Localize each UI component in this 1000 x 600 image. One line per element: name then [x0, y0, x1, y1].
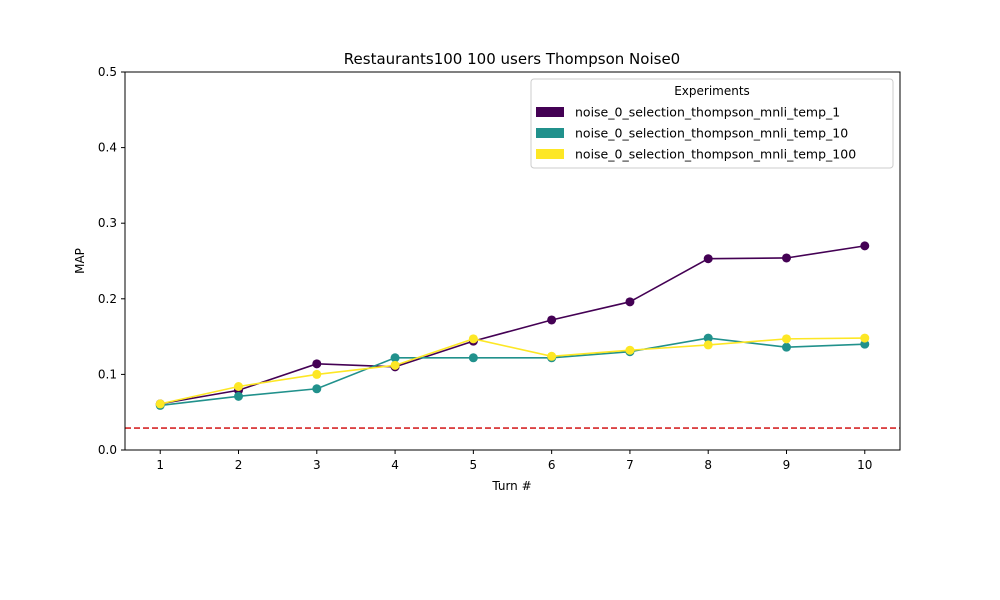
data-point — [703, 333, 713, 343]
x-axis-label: Turn # — [491, 479, 531, 493]
data-point — [781, 334, 791, 344]
data-point — [781, 253, 791, 263]
y-axis-label: MAP — [73, 248, 87, 274]
data-point — [312, 369, 322, 379]
legend: Experiments noise_0_selection_thompson_m… — [530, 78, 894, 169]
data-point — [860, 241, 870, 251]
legend-entry-label: noise_0_selection_thompson_mnli_temp_100 — [575, 147, 856, 162]
series-layer — [155, 241, 870, 410]
y-tick-label: 0.4 — [98, 141, 117, 155]
legend-entry-label: noise_0_selection_thompson_mnli_temp_1 — [575, 105, 840, 120]
data-point — [312, 359, 322, 369]
data-point — [390, 353, 400, 363]
series-line — [160, 245, 865, 405]
series-3 — [155, 333, 870, 409]
plot-frame — [124, 71, 901, 451]
data-point — [703, 254, 713, 264]
chart-title: Restaurants100 100 users Thompson Noise0 — [344, 50, 680, 68]
data-point — [781, 342, 791, 352]
series-line — [160, 337, 865, 405]
y-tick-label: 0.3 — [98, 216, 117, 230]
legend-frame — [530, 78, 894, 169]
x-tick-label: 6 — [548, 458, 556, 472]
x-tick-label: 10 — [857, 458, 872, 472]
y-tick-label: 0.5 — [98, 65, 117, 79]
data-point — [468, 353, 478, 363]
x-tick-label: 7 — [626, 458, 634, 472]
y-tick-label: 0.1 — [98, 367, 117, 381]
data-point — [312, 384, 322, 394]
data-point — [625, 345, 635, 355]
legend-entry-label: noise_0_selection_thompson_mnli_temp_10 — [575, 126, 848, 141]
data-point — [860, 333, 870, 343]
data-point — [547, 351, 557, 361]
x-tick-label: 5 — [470, 458, 478, 472]
legend-entries: noise_0_selection_thompson_mnli_temp_1no… — [536, 105, 856, 162]
legend-swatch — [536, 107, 564, 117]
legend-swatch — [536, 128, 564, 138]
y-tick-label: 0.2 — [98, 292, 117, 306]
x-tick-label: 2 — [235, 458, 243, 472]
x-axis: 1 2 3 4 5 6 7 8 9 10 — [156, 450, 872, 472]
x-tick-label: 4 — [391, 458, 399, 472]
legend-swatch — [536, 149, 564, 159]
y-tick-label: 0.0 — [98, 443, 117, 457]
x-tick-label: 8 — [704, 458, 712, 472]
legend-title: Experiments — [674, 84, 750, 98]
data-point — [234, 391, 244, 401]
data-point — [234, 381, 244, 391]
data-point — [547, 315, 557, 325]
data-point — [625, 297, 635, 307]
data-point — [155, 399, 165, 409]
x-tick-label: 9 — [783, 458, 791, 472]
data-point — [468, 334, 478, 344]
y-axis: 0.0 0.1 0.2 0.3 0.4 0.5 — [98, 65, 125, 457]
x-tick-label: 1 — [156, 458, 164, 472]
data-point — [390, 360, 400, 370]
x-tick-label: 3 — [313, 458, 321, 472]
data-point — [703, 340, 713, 350]
